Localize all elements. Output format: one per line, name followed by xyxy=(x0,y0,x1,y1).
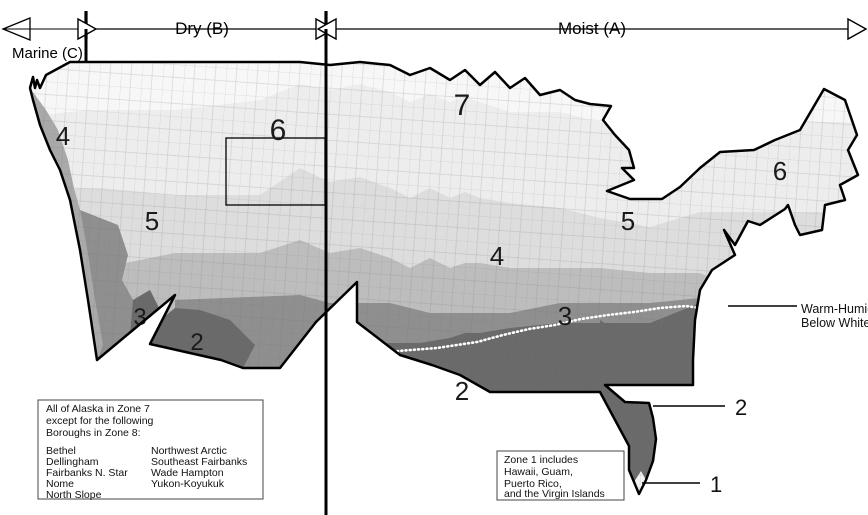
svg-text:except for the following: except for the following xyxy=(46,415,154,427)
svg-text:1: 1 xyxy=(710,472,722,497)
svg-text:5: 5 xyxy=(621,206,635,236)
svg-text:Moist (A): Moist (A) xyxy=(558,19,626,38)
svg-text:Yukon-Koyukuk: Yukon-Koyukuk xyxy=(151,478,225,490)
svg-text:3: 3 xyxy=(558,301,572,331)
svg-text:Hawaii, Guam,: Hawaii, Guam, xyxy=(504,466,573,478)
svg-text:Dry (B): Dry (B) xyxy=(175,19,229,38)
svg-text:Boroughs in Zone 8:: Boroughs in Zone 8: xyxy=(46,427,141,439)
svg-text:2: 2 xyxy=(455,376,469,406)
svg-text:2: 2 xyxy=(190,329,203,356)
svg-text:Warm-Humid: Warm-Humid xyxy=(801,302,868,316)
svg-text:2: 2 xyxy=(735,395,747,420)
svg-text:and the Virgin Islands: and the Virgin Islands xyxy=(504,488,605,500)
svg-text:7: 7 xyxy=(454,89,471,122)
svg-text:Below White Line: Below White Line xyxy=(801,316,868,330)
svg-text:5: 5 xyxy=(145,206,159,236)
svg-text:6: 6 xyxy=(773,156,787,186)
svg-text:4: 4 xyxy=(490,241,504,271)
svg-text:All of Alaska in Zone 7: All of Alaska in Zone 7 xyxy=(46,403,150,415)
svg-text:6: 6 xyxy=(270,114,287,147)
svg-text:Marine (C): Marine (C) xyxy=(12,45,83,62)
svg-text:4: 4 xyxy=(56,121,70,151)
svg-text:North Slope: North Slope xyxy=(46,489,102,501)
svg-text:Zone 1 includes: Zone 1 includes xyxy=(504,454,578,466)
